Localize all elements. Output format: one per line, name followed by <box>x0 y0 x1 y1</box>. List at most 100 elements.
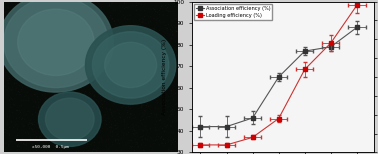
Point <box>11 52 17 55</box>
Point <box>79 63 85 65</box>
Point <box>48 98 54 100</box>
Point <box>28 137 34 140</box>
Point <box>93 12 99 15</box>
Point <box>121 118 127 121</box>
Point <box>37 140 43 142</box>
Point <box>60 15 66 18</box>
Point <box>138 100 144 103</box>
Point <box>89 34 95 37</box>
Point <box>172 72 178 74</box>
Point <box>140 20 146 23</box>
Point <box>9 23 15 25</box>
Point <box>74 55 80 58</box>
Point <box>147 90 153 93</box>
Point <box>46 133 52 136</box>
Point <box>5 123 11 125</box>
Point <box>25 110 31 113</box>
Point <box>115 127 121 129</box>
Point <box>87 145 93 148</box>
Point <box>60 147 66 150</box>
Point <box>131 141 137 143</box>
Point <box>91 63 98 66</box>
Point <box>20 86 26 88</box>
Point <box>143 33 149 35</box>
Point <box>68 114 74 117</box>
Point <box>74 16 81 18</box>
Point <box>163 71 169 73</box>
Point <box>38 97 44 100</box>
Point <box>163 25 169 27</box>
Point <box>156 128 162 131</box>
Point <box>104 67 110 70</box>
Point <box>135 120 141 123</box>
Point <box>48 14 54 16</box>
Point <box>63 14 69 16</box>
Point <box>69 65 75 67</box>
Point <box>48 105 54 107</box>
Point <box>15 109 21 112</box>
Point <box>108 60 115 62</box>
Point <box>105 148 112 151</box>
Point <box>22 76 28 78</box>
Point <box>100 106 106 108</box>
Point <box>101 88 107 91</box>
Point <box>108 5 114 7</box>
Point <box>25 55 31 58</box>
Point <box>44 49 50 51</box>
Point <box>128 112 134 114</box>
Point <box>144 18 150 21</box>
Point <box>125 5 131 8</box>
Point <box>102 141 108 144</box>
Point <box>50 111 56 113</box>
Point <box>100 103 106 106</box>
Point <box>19 141 25 144</box>
Point <box>160 70 166 72</box>
Point <box>115 70 121 73</box>
Point <box>110 84 116 87</box>
Point <box>130 114 136 117</box>
Point <box>101 95 107 97</box>
Point <box>115 18 121 21</box>
Point <box>68 108 74 110</box>
Point <box>49 36 55 38</box>
Point <box>174 107 180 109</box>
Point <box>167 137 173 140</box>
Point <box>168 130 174 133</box>
Point <box>119 41 125 43</box>
Point <box>53 121 59 124</box>
Point <box>102 50 108 53</box>
Point <box>41 144 47 147</box>
Point <box>139 94 145 97</box>
Point <box>29 122 35 125</box>
Point <box>98 24 104 27</box>
Point <box>115 56 121 59</box>
Point <box>109 130 115 133</box>
Point <box>125 80 132 83</box>
Point <box>83 45 89 47</box>
Point <box>153 86 159 88</box>
Point <box>4 57 10 59</box>
Point <box>93 100 99 102</box>
Point <box>169 126 175 128</box>
Point <box>149 146 155 148</box>
Point <box>144 113 150 116</box>
Point <box>3 64 9 66</box>
Point <box>2 65 8 68</box>
Point <box>117 116 123 118</box>
Point <box>48 137 54 140</box>
Point <box>67 121 73 124</box>
Point <box>107 108 113 110</box>
Point <box>40 14 46 16</box>
Point <box>116 27 122 30</box>
Point <box>143 20 149 22</box>
Point <box>29 12 36 15</box>
Point <box>126 38 132 40</box>
Point <box>36 107 42 109</box>
Point <box>62 147 68 150</box>
Point <box>150 10 156 13</box>
Point <box>37 118 43 120</box>
Point <box>16 85 22 88</box>
Point <box>78 93 84 96</box>
Point <box>146 126 152 128</box>
Point <box>29 109 35 111</box>
